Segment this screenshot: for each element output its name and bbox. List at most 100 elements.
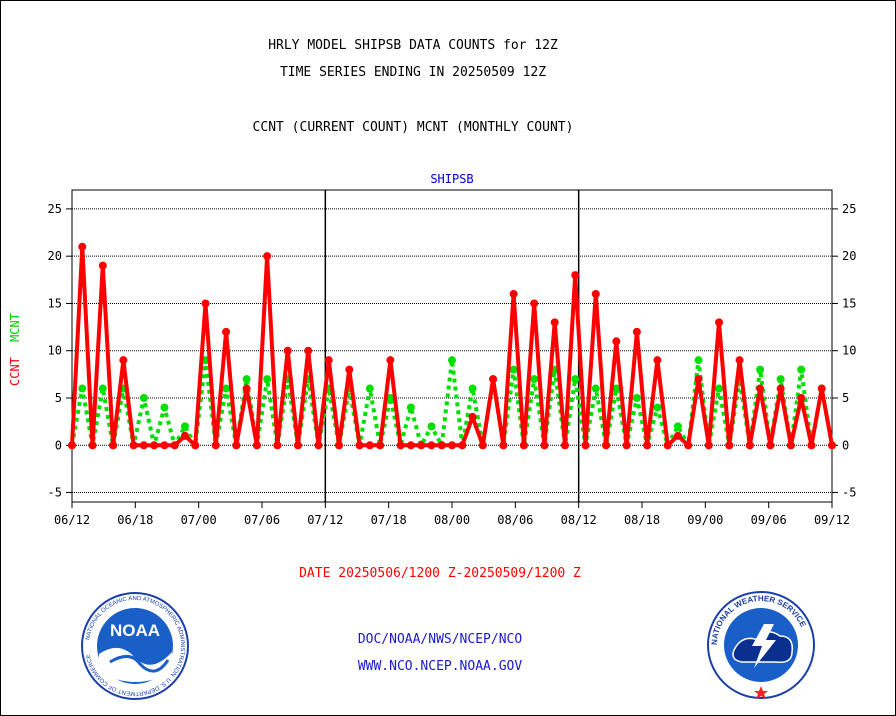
x-tick-label: 08/12: [561, 513, 597, 527]
data-point-mcnt: [406, 403, 415, 412]
data-point-ccnt: [591, 290, 600, 298]
data-point-ccnt: [817, 384, 826, 393]
nws-logo: NATIONAL WEATHER SERVICE: [707, 591, 815, 699]
data-point-mcnt: [139, 394, 148, 402]
data-point-mcnt: [160, 403, 169, 412]
data-point-mcnt: [715, 384, 724, 393]
data-point-ccnt: [211, 441, 220, 450]
org-credit: DOC/NOAA/NWS/NCEP/NCO: [357, 632, 523, 647]
data-point-ccnt: [68, 441, 76, 450]
data-point-mcnt: [571, 375, 580, 384]
data-point-ccnt: [437, 441, 446, 450]
data-point-ccnt: [797, 394, 806, 402]
data-point-ccnt: [365, 441, 374, 450]
data-point-ccnt: [232, 441, 241, 450]
data-point-ccnt: [694, 375, 703, 384]
data-point-mcnt: [694, 356, 703, 365]
data-point-ccnt: [222, 327, 231, 336]
data-point-mcnt: [78, 384, 87, 393]
data-point-mcnt: [222, 384, 231, 393]
data-point-ccnt: [252, 441, 261, 450]
data-point-mcnt: [386, 394, 395, 402]
data-point-ccnt: [427, 441, 436, 450]
data-point-ccnt: [509, 290, 518, 298]
data-point-mcnt: [263, 375, 272, 384]
data-point-mcnt: [756, 365, 765, 374]
x-tick-label: 08/18: [624, 513, 660, 527]
data-point-ccnt: [632, 327, 641, 336]
data-point-ccnt: [78, 242, 87, 251]
data-point-ccnt: [109, 441, 118, 450]
data-point-mcnt: [365, 384, 374, 393]
data-point-mcnt: [653, 403, 662, 412]
data-point-ccnt: [355, 441, 364, 450]
data-point-ccnt: [88, 441, 97, 450]
data-point-ccnt: [314, 441, 323, 450]
x-tick-label: 09/06: [751, 513, 787, 527]
data-point-ccnt: [715, 318, 724, 327]
chart-title-line2: TIME SERIES ENDING IN 20250509 12Z: [279, 65, 547, 80]
data-point-ccnt: [170, 441, 179, 450]
x-tick-label: 09/12: [814, 513, 850, 527]
data-point-mcnt: [468, 384, 477, 393]
data-point-mcnt: [98, 384, 107, 393]
data-point-ccnt: [612, 337, 621, 346]
data-point-ccnt: [745, 441, 754, 450]
y-tick-label-right: 5: [842, 391, 849, 405]
y-tick-label-left: 25: [48, 202, 62, 216]
data-point-mcnt: [530, 375, 539, 384]
data-point-ccnt: [242, 384, 251, 393]
data-point-ccnt: [581, 441, 590, 450]
data-point-mcnt: [612, 384, 621, 393]
data-point-ccnt: [786, 441, 795, 450]
data-point-mcnt: [242, 375, 251, 384]
data-point-mcnt: [448, 356, 456, 365]
data-point-ccnt: [324, 356, 333, 365]
data-point-ccnt: [129, 441, 138, 450]
data-point-ccnt: [304, 346, 313, 355]
data-point-ccnt: [643, 441, 652, 450]
data-point-ccnt: [150, 441, 159, 450]
y-tick-label-right: -5: [842, 486, 856, 500]
data-point-ccnt: [684, 441, 693, 450]
y-tick-label-left: 0: [55, 438, 62, 452]
data-point-ccnt: [119, 356, 128, 365]
x-tick-label: 07/06: [244, 513, 280, 527]
data-point-mcnt: [632, 394, 641, 402]
y-tick-label-left: -5: [48, 486, 62, 500]
data-point-mcnt: [776, 375, 785, 384]
data-point-ccnt: [263, 252, 272, 261]
x-tick-label: 09/00: [687, 513, 723, 527]
data-point-ccnt: [725, 441, 734, 450]
data-point-ccnt: [273, 441, 282, 450]
data-point-ccnt: [283, 346, 292, 355]
data-point-ccnt: [160, 441, 169, 450]
data-point-ccnt: [376, 441, 385, 450]
chart-title-line1: HRLY MODEL SHIPSB DATA COUNTS for 12Z: [268, 38, 558, 53]
data-point-ccnt: [180, 431, 189, 440]
x-tick-label: 08/06: [497, 513, 533, 527]
data-point-ccnt: [828, 441, 836, 450]
x-tick-label: 08/00: [434, 513, 470, 527]
data-point-ccnt: [201, 299, 210, 308]
data-point-mcnt: [427, 422, 436, 431]
data-point-ccnt: [406, 441, 415, 450]
data-point-ccnt: [489, 375, 498, 384]
website-url: WWW.NCO.NCEP.NOAA.GOV: [357, 659, 523, 674]
data-point-ccnt: [704, 441, 713, 450]
data-point-ccnt: [663, 441, 672, 450]
data-point-ccnt: [540, 441, 549, 450]
data-point-ccnt: [571, 271, 580, 280]
x-tick-label: 07/12: [307, 513, 343, 527]
data-point-ccnt: [653, 356, 662, 365]
data-point-ccnt: [766, 441, 775, 450]
data-point-ccnt: [335, 441, 344, 450]
data-point-ccnt: [735, 356, 744, 365]
data-point-ccnt: [776, 384, 785, 393]
data-point-ccnt: [417, 441, 426, 450]
series-line-ccnt: [70, 244, 834, 448]
data-point-ccnt: [622, 441, 631, 450]
y-tick-label-left: 15: [48, 296, 62, 310]
data-point-mcnt: [591, 384, 600, 393]
